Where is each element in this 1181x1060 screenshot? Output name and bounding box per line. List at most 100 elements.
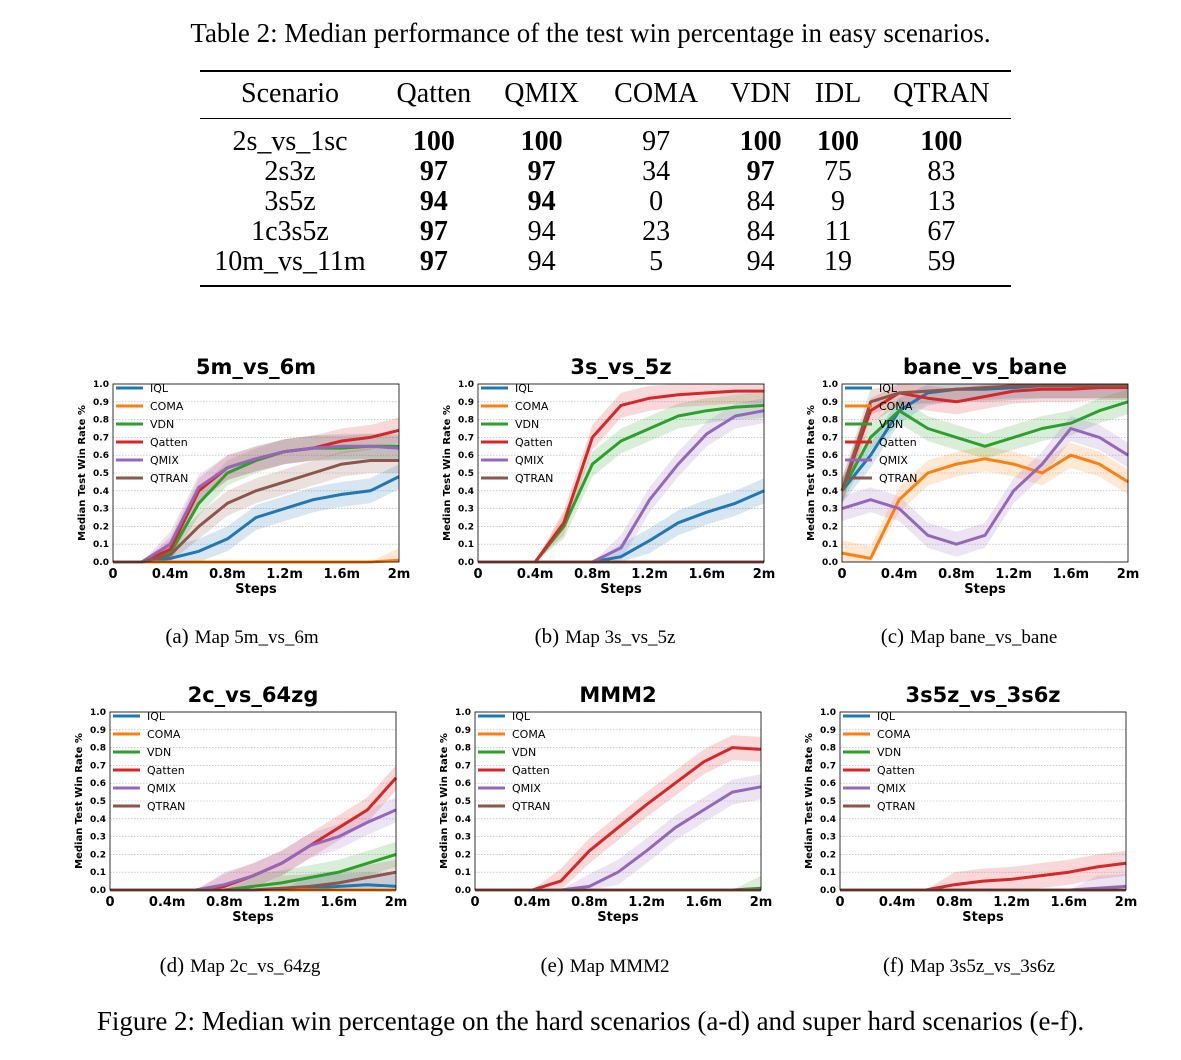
legend-label: QTRAN xyxy=(512,800,550,813)
y-axis-label: Median Test Win Rate % xyxy=(806,405,817,541)
subcaption-text: Map 3s_vs_5z xyxy=(565,627,676,648)
series-band xyxy=(478,398,764,562)
header-qmix: QMIX xyxy=(487,70,596,119)
y-tick-label: 0.0 xyxy=(820,886,836,896)
subcaption-tag: (f) xyxy=(882,953,904,977)
x-tick-label: 0.8m xyxy=(936,895,973,910)
x-tick-label: 0.4m xyxy=(152,567,189,582)
y-tick-label: 0.2 xyxy=(455,850,471,860)
x-axis-label: Steps xyxy=(232,910,274,925)
subcaption-f: (f) Map 3s5z_vs_3s6z xyxy=(784,953,1154,978)
x-axis-label: Steps xyxy=(962,910,1004,925)
x-tick-label: 0 xyxy=(837,567,846,582)
y-tick-label: 0.9 xyxy=(90,726,106,736)
y-tick-label: 0.9 xyxy=(93,398,109,408)
y-tick-label: 0.7 xyxy=(822,433,838,443)
chart-bane-vs-bane: bane_vs_bane 0.0 0.1 0.2 0.3 0.4 0.5 0.6 0.7 0.8 0… xyxy=(806,355,1139,597)
x-axis-label: Steps xyxy=(597,910,639,925)
legend-label: IQL xyxy=(879,382,898,395)
chart-panel-b: 3s_vs_5z 0.0 0.1 0.2 0.3 0.4 0.5 0.6 0.7 0.8 0.9 1.… xyxy=(440,350,810,600)
results-table: Scenario Qatten QMIX COMA VDN IDL QTRAN … xyxy=(200,70,1011,287)
table-cell-value: 100 xyxy=(739,126,782,157)
chart-title: MMM2 xyxy=(579,683,656,707)
y-tick-label: 0.5 xyxy=(820,797,836,807)
y-tick-label: 0.3 xyxy=(90,833,106,843)
x-tick-label: 0.4m xyxy=(517,567,554,582)
legend-label: VDN xyxy=(515,418,539,431)
header-vdn: VDN xyxy=(716,70,805,119)
y-axis-label: Median Test Win Rate % xyxy=(439,733,450,869)
y-axis-label: Median Test Win Rate % xyxy=(804,733,815,869)
series-band xyxy=(842,384,1128,504)
legend-label: IQL xyxy=(147,710,166,723)
table-cell-value: 84 xyxy=(746,186,775,217)
legend-label: IQL xyxy=(515,382,534,395)
plot-frame xyxy=(109,711,397,891)
legend-label: Qatten xyxy=(512,764,550,777)
y-tick-label: 0.6 xyxy=(458,451,474,461)
y-axis-label: Median Test Win Rate % xyxy=(442,405,453,541)
x-tick-label: 0.8m xyxy=(571,895,608,910)
legend-label: COMA xyxy=(515,400,549,413)
legend-label: QMIX xyxy=(877,782,906,795)
table-cell-value: 23 xyxy=(642,216,671,247)
y-tick-label: 0.8 xyxy=(822,416,838,426)
table-cell-value: 94 xyxy=(487,247,596,287)
y-tick-label: 0.6 xyxy=(822,451,838,461)
series-line xyxy=(840,400,1129,492)
series-line xyxy=(113,444,400,564)
x-tick-label: 0.4m xyxy=(881,567,918,582)
y-tick-label: 0.9 xyxy=(458,398,474,408)
y-tick-label: 0.4 xyxy=(458,487,474,497)
table-cell-value: 97 xyxy=(527,156,556,187)
y-tick-label: 0.9 xyxy=(455,726,471,736)
legend-label: QTRAN xyxy=(515,472,553,485)
table-cell-value: 97 xyxy=(642,126,671,157)
series-band xyxy=(113,464,399,562)
legend-label: IQL xyxy=(150,382,169,395)
y-tick-label: 1.0 xyxy=(820,708,836,718)
subcaption-tag: (c) xyxy=(880,624,905,648)
x-tick-label: 0.4m xyxy=(149,895,186,910)
x-tick-label: 0.8m xyxy=(209,567,246,582)
legend-label: Qatten xyxy=(515,436,553,449)
plot-frame xyxy=(477,383,765,563)
chart-5m-vs-6m: 5m_vs_6m 0.0 0.1 0.2 0.3 0.4 0.5 0.6 0.7 0.8 0.9 1.… xyxy=(77,355,411,597)
chart-3s5z-vs-3s6z: 3s5z_vs_3s6z 0.0 0.1 0.2 0.3 0.4 0.5 0.6 0.7 0.8 0… xyxy=(804,683,1137,925)
table-cell-scenario: 10m_vs_11m xyxy=(200,247,380,287)
table-cell-scenario: 2s3z xyxy=(264,156,316,187)
y-tick-label: 0.0 xyxy=(458,558,474,568)
y-tick-label: 0.8 xyxy=(90,744,106,754)
table-row: 3s5z 94 94 0 84 9 13 xyxy=(200,187,1011,217)
y-tick-label: 0.7 xyxy=(90,761,106,771)
y-tick-label: 0.1 xyxy=(93,540,109,550)
x-tick-label: 1.2m xyxy=(263,895,300,910)
subcaption-a: (a) Map 5m_vs_6m xyxy=(57,624,427,649)
legend-label: VDN xyxy=(150,418,174,431)
chart-title: 2c_vs_64zg xyxy=(188,683,319,707)
series-line xyxy=(113,475,400,564)
y-tick-label: 0.8 xyxy=(93,416,109,426)
y-axis-label: Median Test Win Rate % xyxy=(77,405,88,541)
y-tick-label: 0.6 xyxy=(820,779,836,789)
table-cell-value: 97 xyxy=(380,247,488,287)
series-band xyxy=(113,448,399,562)
x-tick-label: 2m xyxy=(388,567,411,582)
legend-label: Qatten xyxy=(150,436,188,449)
chart-panel-f: 3s5z_vs_3s6z 0.0 0.1 0.2 0.3 0.4 0.5 0.6 0.7 0.8 0… xyxy=(802,678,1172,928)
y-tick-label: 1.0 xyxy=(93,380,109,390)
x-tick-label: 1.2m xyxy=(631,567,668,582)
x-tick-label: 0 xyxy=(105,895,114,910)
table-cell-value: 94 xyxy=(716,247,805,287)
y-tick-label: 0.8 xyxy=(820,744,836,754)
y-tick-label: 0.0 xyxy=(90,886,106,896)
subcaption-b: (b) Map 3s_vs_5z xyxy=(420,624,790,649)
table-row: 10m_vs_11m 97 94 5 94 19 59 xyxy=(200,247,1011,287)
legend-label: COMA xyxy=(147,728,181,741)
y-axis-label: Median Test Win Rate % xyxy=(74,733,85,869)
x-tick-label: 2m xyxy=(750,895,773,910)
x-tick-label: 0 xyxy=(108,567,117,582)
x-tick-label: 0 xyxy=(470,895,479,910)
series-line xyxy=(841,427,1129,546)
legend-label: VDN xyxy=(147,746,171,759)
